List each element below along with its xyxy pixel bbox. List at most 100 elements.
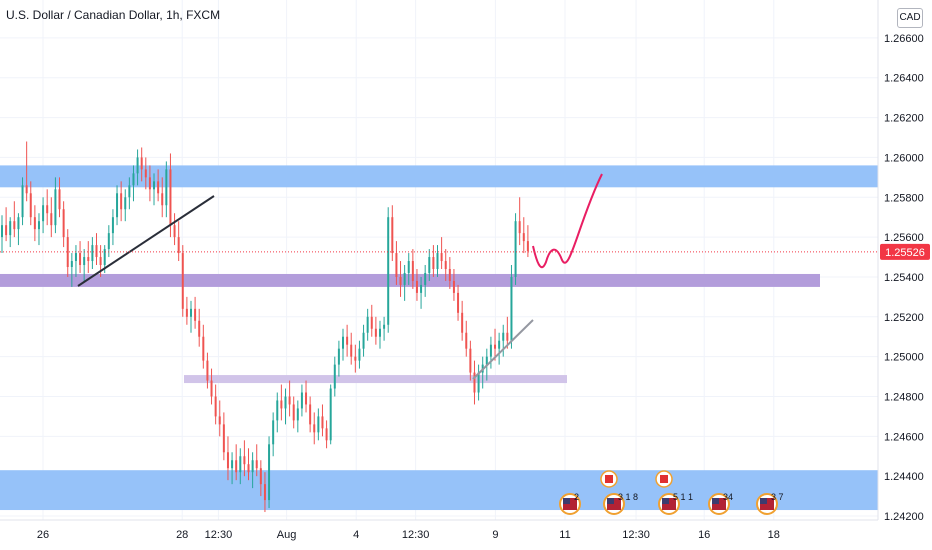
candle — [288, 380, 291, 417]
time-tick-label: 12:30 — [622, 529, 650, 541]
last-price-label: 1.25526 — [885, 247, 925, 259]
candle — [206, 352, 209, 389]
candle-body — [358, 348, 361, 361]
candle — [333, 356, 336, 397]
candle-body — [272, 420, 275, 445]
candle — [259, 460, 262, 497]
candle-body — [288, 396, 291, 405]
candle-body — [185, 308, 188, 317]
candle — [157, 169, 160, 202]
candle — [226, 436, 229, 481]
trendline-dark — [77, 195, 215, 287]
candle-body — [457, 292, 460, 313]
candle-body — [9, 221, 12, 236]
candle — [448, 257, 451, 289]
candle — [358, 340, 361, 369]
candle-body — [194, 308, 197, 321]
candle — [148, 165, 151, 202]
candle — [46, 189, 49, 226]
candle — [124, 189, 127, 222]
flag-leaf — [605, 475, 613, 483]
candle-body — [165, 169, 168, 206]
candle-body — [395, 253, 398, 277]
candle — [132, 165, 135, 202]
candle-body — [62, 209, 65, 238]
candle-body — [436, 253, 439, 269]
candle-body — [329, 388, 332, 441]
candle — [189, 300, 192, 333]
candle — [378, 320, 381, 349]
candle — [518, 197, 521, 246]
candle-body — [189, 308, 192, 317]
price-tick-label: 1.24600 — [884, 431, 924, 443]
candle — [309, 396, 312, 433]
candle-body — [50, 213, 53, 226]
candle — [21, 177, 24, 226]
currency-badge[interactable]: CAD — [897, 8, 923, 28]
candle-body — [452, 280, 455, 293]
support-zone-purple — [0, 273, 820, 287]
candle-body — [87, 257, 90, 262]
candle-body — [206, 360, 209, 381]
candle — [161, 177, 164, 218]
candle-body — [444, 261, 447, 269]
candle-body — [526, 241, 529, 252]
candle — [165, 161, 168, 218]
price-tick-label: 1.25600 — [884, 232, 924, 244]
candle-body — [83, 257, 86, 266]
candle — [218, 400, 221, 437]
candle — [95, 233, 98, 266]
candle-body — [120, 193, 123, 210]
candle — [329, 384, 332, 445]
candle-body — [169, 169, 172, 226]
economic-event: 34 — [708, 492, 733, 515]
candle — [477, 364, 480, 401]
candle — [337, 340, 340, 377]
candle-body — [342, 336, 345, 349]
time-axis[interactable]: 26 28 12:30 Aug 4 12:30 9 11 12:30 16 18 — [0, 519, 878, 541]
candle — [247, 448, 250, 481]
price-axis[interactable]: 1.26600 1.26400 1.26200 1.26000 1.25800 1.256… — [877, 0, 924, 523]
flag-canton — [563, 498, 570, 504]
candle — [465, 320, 468, 357]
candle-body — [469, 348, 472, 373]
canada-flag-icon — [655, 470, 673, 488]
price-tick-label: 1.24200 — [884, 511, 924, 523]
candle-body — [477, 372, 480, 393]
candle — [469, 340, 472, 381]
candle-body — [374, 328, 377, 337]
candle-body — [514, 221, 517, 277]
time-tick-label: 9 — [492, 529, 498, 541]
candle — [1, 215, 3, 254]
candle — [198, 308, 201, 347]
price-tick-label: 1.25800 — [884, 192, 924, 204]
candle — [494, 328, 497, 361]
candle — [342, 328, 345, 361]
candle-body — [111, 217, 114, 234]
candle-body — [309, 404, 312, 425]
candle-body — [54, 189, 57, 226]
candle — [420, 276, 423, 309]
candle-body — [255, 460, 258, 469]
candle — [411, 249, 414, 289]
candle — [251, 452, 254, 489]
candle-body — [231, 460, 234, 469]
candle-body — [440, 253, 443, 262]
candle-body — [391, 217, 394, 254]
candle — [395, 241, 398, 285]
candle — [457, 284, 460, 321]
candle — [362, 324, 365, 357]
candle-body — [95, 245, 98, 258]
candle-body — [473, 372, 476, 393]
candle-body — [407, 261, 410, 273]
candle-body — [502, 332, 505, 341]
candle — [144, 157, 147, 190]
candle — [350, 332, 353, 365]
us-flag-icon — [603, 493, 625, 515]
candle-body — [46, 205, 49, 214]
candle-body — [21, 185, 24, 218]
candle-body — [284, 396, 287, 409]
price-tick-label: 1.25400 — [884, 272, 924, 284]
candle-body — [33, 217, 36, 230]
